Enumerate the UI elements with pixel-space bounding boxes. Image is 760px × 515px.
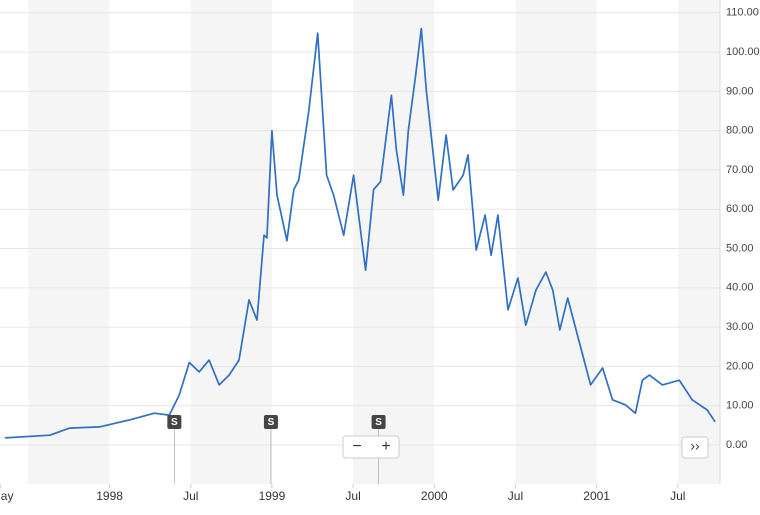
annotation-badge: [167, 415, 182, 429]
shade-band: [190, 0, 272, 485]
x-tick-label: ay: [1, 489, 14, 503]
x-tick-label: Jul: [670, 489, 685, 503]
y-tick-label: 70.00: [726, 164, 754, 176]
y-tick-label: 100.00: [726, 46, 760, 58]
y-tick-label: 40.00: [726, 282, 754, 294]
x-tick-label: Jul: [508, 489, 523, 503]
scroll-box: [681, 436, 709, 459]
y-tick-label: 110.00: [726, 7, 759, 19]
y-tick-label: 90.00: [726, 85, 754, 97]
y-tick-label: 80.00: [726, 125, 754, 137]
shade-band: [353, 0, 435, 485]
zoom-controls: − +: [342, 435, 400, 459]
y-tick-label: 30.00: [726, 321, 754, 333]
y-tick-label: 10.00: [726, 400, 754, 412]
price-line: [4, 27, 716, 439]
scroll-label[interactable]: ››: [690, 438, 700, 454]
y-tick-label: 50.00: [726, 242, 754, 254]
annotation-badge: [371, 415, 386, 429]
annotation-label: S: [268, 417, 275, 428]
scroll-button[interactable]: ››: [681, 436, 709, 459]
shade-band: [515, 0, 597, 485]
x-tick-label: 1999: [259, 489, 286, 503]
annotation-label: S: [171, 417, 178, 428]
zoom-out[interactable]: −: [352, 438, 361, 455]
annotation-label: S: [375, 417, 382, 428]
shade-band: [677, 0, 720, 485]
x-tick-label: 2001: [583, 489, 610, 503]
y-tick-label: 0.00: [726, 439, 747, 451]
x-tick-label: Jul: [345, 489, 360, 503]
zoom-box: [342, 435, 400, 459]
y-tick-label: 20.00: [726, 360, 754, 372]
grid: 0.00 10.00 20.00 30.00 40.00 50.00 60.00 70.00 8…: [0, 0, 760, 503]
annotation-badge: [263, 415, 278, 429]
x-tick-label: 2000: [421, 489, 448, 503]
y-tick-label: 60.00: [726, 203, 754, 215]
x-tick-label: 1998: [96, 489, 123, 503]
x-tick-label: Jul: [183, 489, 198, 503]
background: [28, 0, 720, 485]
zoom-in[interactable]: +: [381, 438, 390, 455]
shade-band: [28, 0, 110, 485]
